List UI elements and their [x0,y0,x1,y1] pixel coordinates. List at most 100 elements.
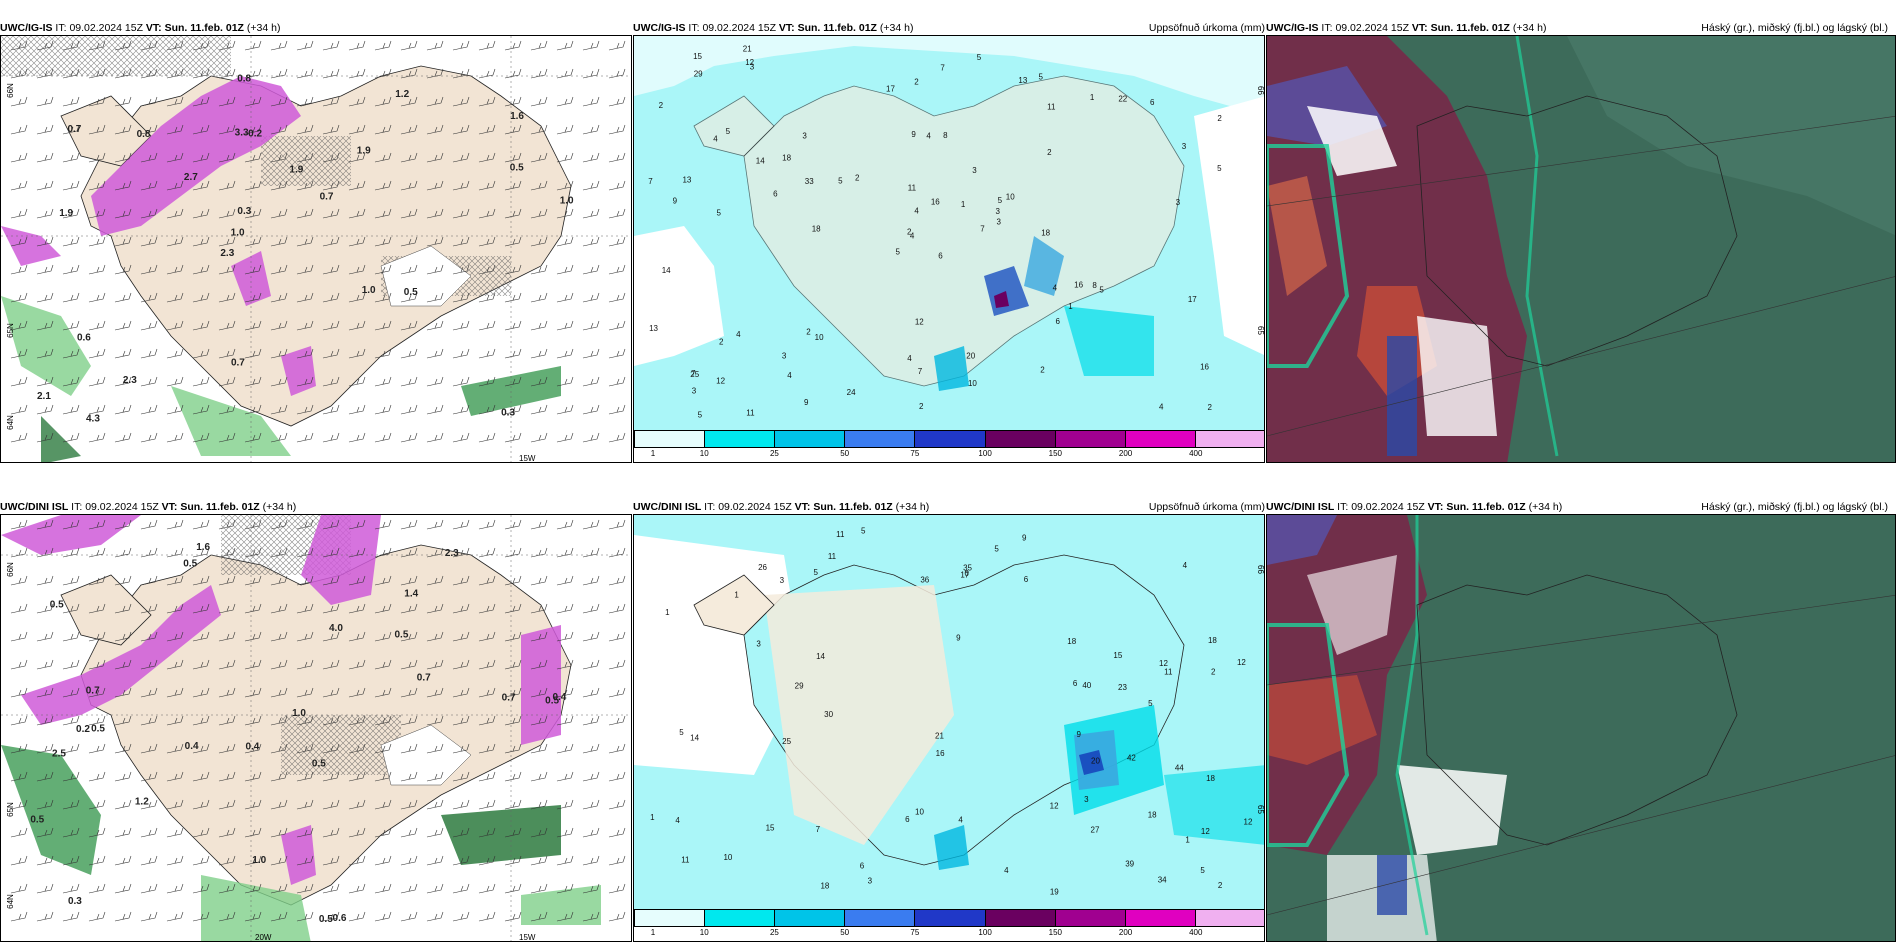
wind-barb [192,883,210,894]
map-cloud-row1[interactable] [1266,35,1896,463]
wind-barb [348,180,366,191]
wind-barb [270,152,288,163]
precip-value: 4 [1159,402,1164,411]
wind-barb [530,771,548,782]
precip-value: 18 [782,154,791,163]
map-wind-svg: 1.61.40.50.40.50.50.50.52.54.01.00.30.50… [1,515,631,941]
wind-barb [88,236,106,247]
wind-barb [88,743,106,754]
wind-barb [114,659,132,670]
wind-barb [426,348,444,359]
precip-value: 11 [746,409,755,418]
contour-label: 3.3 [235,127,249,138]
map-cloud-row2[interactable] [1266,514,1896,942]
precip-value: 18 [1208,636,1217,645]
wind-barb [166,547,184,558]
wind-barb [478,292,496,303]
wind-barb [582,264,600,275]
map-wind-row1[interactable]: 0.3 1.9 1.6 2.3 1.9 4.3 3.3 1.9 0.6 2.7 2.1 2.3 0.2 0… [0,35,632,463]
precip-value: 25 [690,370,699,379]
contour-label: 0.8 [237,73,251,84]
contour-label: 0.4 [245,741,259,752]
precip-value: 4 [910,231,915,240]
wind-barb [88,96,106,107]
contour-label: 1.2 [395,89,409,100]
wind-barb [426,236,444,247]
wind-barb [62,911,80,922]
map-wind-row2[interactable]: 1.6 1.4 0.5 0.4 0.5 0.5 0.5 0.5 2.5 4.0 1.0 0.3 0.5 0… [0,514,632,942]
wind-barb [296,432,314,443]
precip-value: 2 [914,77,919,86]
wind-barb [582,152,600,163]
map-precip-row2[interactable]: 18 18 12 9 11 11 12 7 4 3 2 1 5 3 4 1 1 5 10 11 5 14 4 6 6 6 5 6 18 1… [633,514,1265,942]
wind-barb [192,208,210,219]
wind-barb [114,292,132,303]
wind-barb [374,236,392,247]
wind-barb [10,547,28,558]
wind-barb [62,236,80,247]
contour-label: 2.3 [220,248,234,259]
wind-barb [530,264,548,275]
wind-barb [530,124,548,135]
wind-barb [582,547,600,558]
cloud-title: Háský (gr.), miðský (fj.bl.) og lágský (… [1701,22,1888,34]
precip-value: 18 [1067,637,1076,646]
precip-value: 40 [1082,681,1091,690]
wind-barb [582,631,600,642]
wind-barb [62,771,80,782]
wind-barb [192,799,210,810]
wind-barb [400,659,418,670]
precip-value: 5 [998,196,1003,205]
wind-barb [88,320,106,331]
precip-value: 3 [802,132,807,141]
wind-barb [244,883,262,894]
wind-barb [608,743,626,754]
wind-barb [348,687,366,698]
precip-value: 20 [1091,757,1100,766]
precip-value: 2 [719,337,724,346]
wind-barb [478,40,496,51]
panel-title-row2-wind: UWC/DINI ISL IT: 09.02.2024 15Z VT: Sun.… [0,501,297,513]
wind-barb [374,264,392,275]
wind-barb [166,883,184,894]
precip-value: 4 [1004,866,1009,875]
wind-barb [36,236,54,247]
contour-label: 0.2 [76,724,90,735]
colorbar-swatch [915,431,986,447]
colorbar-tick: 100 [978,449,992,458]
wind-barb [504,575,522,586]
wind-barb [244,348,262,359]
wind-barb [374,292,392,303]
precip-value: 7 [691,369,696,378]
wind-barb [608,376,626,387]
wind-barb [270,348,288,359]
wind-barb [140,771,158,782]
wind-barb [270,771,288,782]
wind-barb [296,519,314,530]
wind-barb [192,911,210,922]
precip-value: 27 [1091,825,1100,834]
precip-value: 4 [713,134,718,143]
wind-barb [374,519,392,530]
wind-barb [218,68,236,79]
wind-barb [374,40,392,51]
wind-barb [608,180,626,191]
wind-barb [218,715,236,726]
wind-barb [478,68,496,79]
wind-barb [244,236,262,247]
wind-barb [400,40,418,51]
wind-barb [582,40,600,51]
wind-barb [10,743,28,754]
precip-value: 20 [966,351,975,360]
wind-barb [452,320,470,331]
wind-barb [88,827,106,838]
wind-barb [348,883,366,894]
precip-value: 6 [938,251,943,260]
wind-barb [62,152,80,163]
wind-barb [140,68,158,79]
wind-barb [400,68,418,79]
precip-value: 7 [816,825,821,834]
colorbar-swatch [1195,431,1264,447]
map-precip-row1[interactable]: 6 4 4 7 5 10 5 8 11 7 3 2 5 2 5 2 11 9 3 4 2 3 4 4 10 5 5 2 9 4 5 2 4 4 3 1… [633,35,1265,463]
precip-value: 7 [980,224,985,233]
